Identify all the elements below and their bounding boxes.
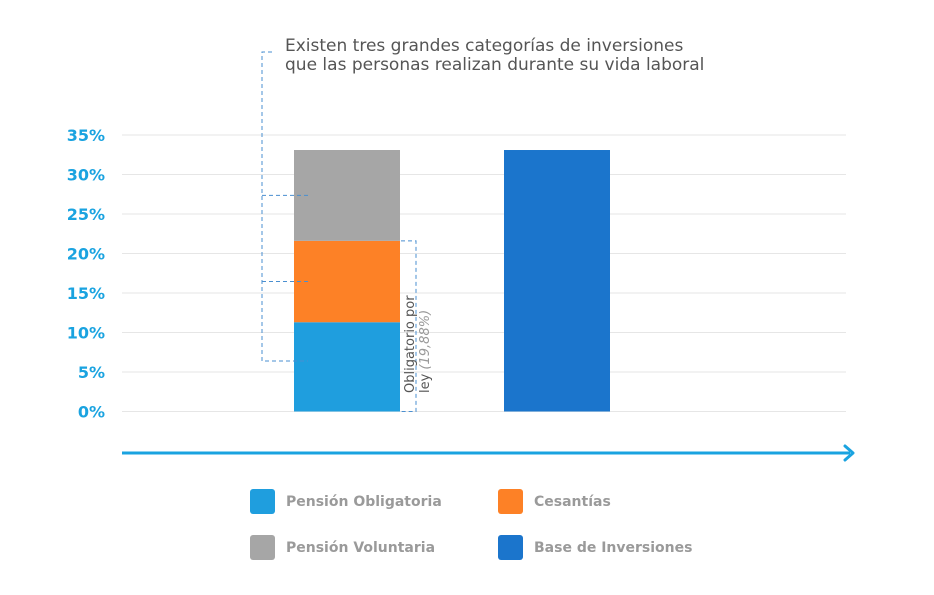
side-annotation: Obligatorio por ley (19,88%)	[403, 291, 433, 393]
legend-label: Pensión Obligatoria	[286, 493, 442, 510]
bars	[294, 150, 610, 412]
legend-item-cesantias: Cesantías	[498, 489, 611, 514]
top-annotation-line: Existen tres grandes categorías de inver…	[285, 36, 684, 56]
side-annotation-line2-prefix: ley	[418, 370, 433, 393]
side-annotation-line2: ley (19,88%)	[418, 310, 433, 393]
y-tick-label: 0%	[78, 403, 105, 422]
bracket-obligatorio	[401, 240, 417, 412]
annotation-brackets	[261, 51, 417, 412]
y-tick-label: 20%	[67, 245, 105, 264]
y-tick-label: 35%	[67, 126, 105, 145]
y-tick-label: 5%	[78, 363, 105, 382]
x-axis-arrow	[122, 444, 855, 462]
legend-label: Pensión Voluntaria	[286, 539, 436, 556]
bracket-main	[261, 51, 308, 362]
y-tick-label: 25%	[67, 205, 105, 224]
legend-item-pension-obligatoria: Pensión Obligatoria	[250, 489, 442, 514]
y-axis-tick-labels: 0% 5% 10% 15% 20% 25% 30% 35%	[67, 126, 105, 422]
bar-segment-cesant-as	[294, 240, 400, 323]
bar-segment-base-de-inversiones	[504, 150, 610, 412]
side-annotation-line1: Obligatorio por	[403, 295, 418, 393]
top-annotation: Existen tres grandes categorías de inver…	[285, 36, 704, 75]
top-annotation-line: que las personas realizan durante su vid…	[285, 55, 704, 75]
legend-swatch	[498, 489, 523, 514]
legend-label: Cesantías	[534, 493, 611, 510]
legend-item-pension-voluntaria: Pensión Voluntaria	[250, 535, 435, 560]
y-tick-label: 30%	[67, 166, 105, 185]
bar-segment-pensi-n-voluntaria	[294, 150, 400, 241]
grid-lines	[122, 134, 846, 412]
y-tick-label: 10%	[67, 324, 105, 343]
legend-swatch	[250, 535, 275, 560]
bar-segment-pensi-n-obligatoria	[294, 322, 400, 412]
legend-swatch	[498, 535, 523, 560]
arrow-head	[843, 444, 855, 462]
y-tick-label: 15%	[67, 284, 105, 303]
legend-item-base-de-inversiones: Base de Inversiones	[498, 535, 692, 560]
side-annotation-value: (19,88%)	[418, 310, 433, 370]
legend-label: Base de Inversiones	[534, 539, 693, 556]
legend-swatch	[250, 489, 275, 514]
